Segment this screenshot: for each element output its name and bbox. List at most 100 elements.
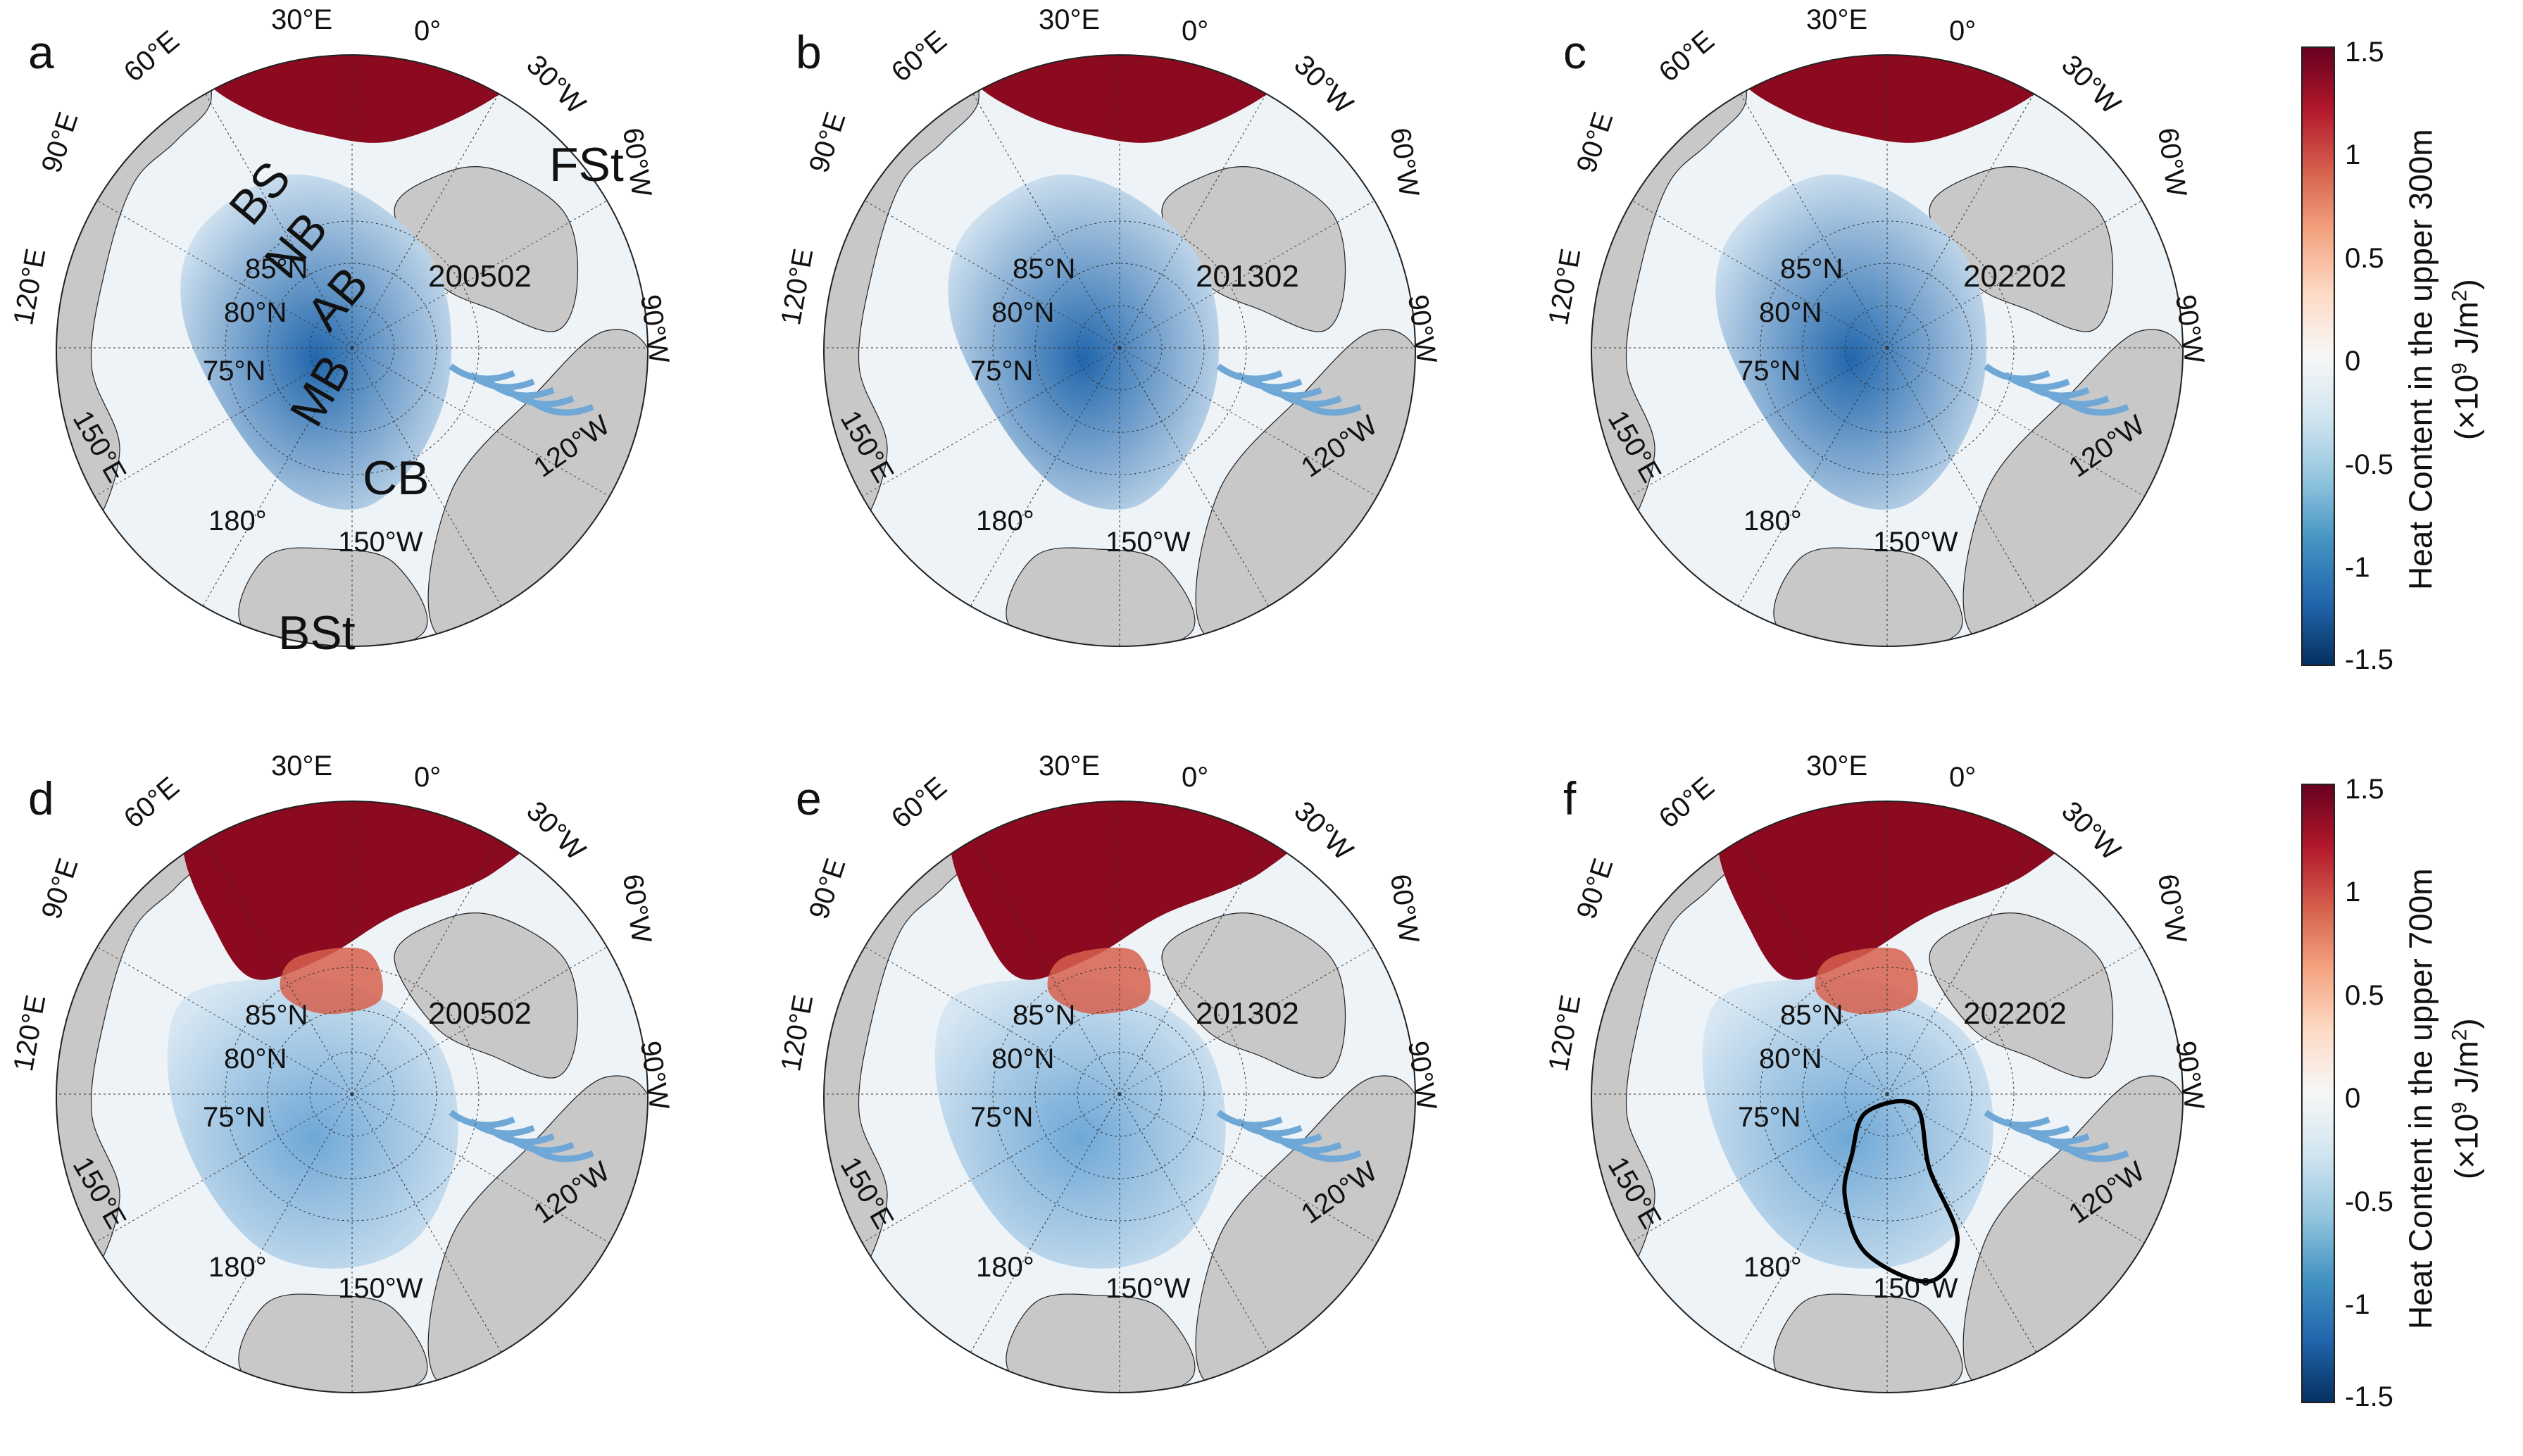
- graticule-label-n75: 75°N: [203, 356, 266, 387]
- arctic-basin-anomaly: [934, 977, 1226, 1269]
- graticule-label-n85: 85°N: [245, 1000, 308, 1031]
- meridian: [140, 1093, 353, 1393]
- cbar-top-tick-2: 1: [2345, 139, 2361, 170]
- meridian: [351, 1093, 564, 1393]
- meridian: [1886, 347, 2183, 560]
- meridian: [56, 136, 353, 349]
- panel-b: b 201302 30°E 0° 60°E 30°W 90°E 60°W 120°E 90°W 15…: [768, 0, 1535, 704]
- land-mass-3: [1006, 547, 1196, 646]
- meridian: [1591, 882, 1888, 1095]
- latitude-circle-0: [1077, 1051, 1163, 1137]
- land-mass-1: [394, 165, 579, 332]
- graticule-label-d180: 180°: [976, 506, 1034, 536]
- land-mass-1: [1161, 912, 1346, 1079]
- date-stamp: 200502: [428, 259, 532, 294]
- meridian: [908, 55, 1120, 349]
- graticule-label-zero: 0°: [1949, 15, 1977, 46]
- atlantic-warm-anomaly: [1726, 55, 2073, 143]
- cbar-bottom-tick-3: 0.5: [2345, 980, 2384, 1011]
- latitude-circle-2: [992, 967, 1247, 1222]
- graticule-label-zero: 0°: [414, 15, 442, 46]
- colorbar-top-units-mid: J/m: [2448, 301, 2485, 363]
- meridian: [1886, 1093, 2183, 1306]
- date-stamp: 202202: [1963, 996, 2067, 1031]
- panel-letter: c: [1563, 26, 1586, 78]
- map-svg: [823, 54, 1416, 647]
- meridian: [824, 1093, 1120, 1306]
- meridian: [1119, 55, 1332, 349]
- graticule-label-e30: 30°E: [1039, 4, 1101, 35]
- meridian: [908, 347, 1120, 646]
- map-svg: [56, 54, 649, 647]
- graticule-label-n85: 85°N: [245, 253, 308, 284]
- colorbar-bottom-units-post: ): [2448, 1018, 2485, 1029]
- atlantic-warm-anomaly: [191, 55, 538, 143]
- panel-letter: b: [796, 26, 822, 78]
- cbar-bottom-tick-6: -1: [2345, 1289, 2370, 1320]
- atlantic-warm-anomaly: [180, 801, 551, 980]
- cbar-top-tick-4: 0: [2345, 346, 2361, 377]
- graticule-label-w150: 150°W: [1873, 527, 1958, 558]
- panel-a: a 200502 30°E 0° 60°E 30°W 90°E 60°W 120°E 90°W 15…: [0, 0, 768, 704]
- panel-d: d 200502 30°E 0° 60°E 30°W 90°E 60°W 120°E 90°W 15…: [0, 746, 768, 1450]
- meridian: [351, 136, 648, 349]
- region-label-FSt: FSt: [549, 138, 624, 192]
- graticule-label-n80: 80°N: [991, 1043, 1055, 1074]
- latitude-circle-0: [1077, 305, 1163, 391]
- meridian: [56, 882, 353, 1095]
- graticule-label-n75: 75°N: [970, 356, 1034, 387]
- latitude-circle-2: [992, 220, 1247, 475]
- map-border: [1591, 801, 2184, 1393]
- cbar-top-tick-3: 0.5: [2345, 243, 2384, 274]
- land-mass-3: [1773, 547, 1963, 646]
- panel-f: f 202202 30°E 0° 60°E 30°W 90°E 60°W 120°E 90°W 15…: [1535, 746, 2303, 1450]
- cbar-bottom-tick-1: 1.5: [2345, 774, 2384, 805]
- land-mass-1: [1161, 165, 1346, 332]
- graticule-label-e30: 30°E: [271, 751, 333, 782]
- land-mass-1: [394, 912, 579, 1079]
- colorbar-bottom-title: Heat Content in the upper 700m (×109 J/m…: [2400, 803, 2486, 1395]
- meridian: [56, 1093, 353, 1306]
- colorbar-top-units-pre: (×10: [2448, 374, 2485, 441]
- latitude-circle-2: [1760, 220, 2015, 475]
- warm-eurasian-basin: [1815, 947, 1918, 1015]
- graticule-label-n75: 75°N: [970, 1102, 1034, 1133]
- graticule-label-zero: 0°: [1949, 762, 1977, 793]
- graticule-label-d180: 180°: [1743, 1252, 1802, 1283]
- meridian: [1119, 347, 1415, 560]
- meridian: [824, 347, 1120, 560]
- meridian: [1119, 882, 1415, 1095]
- graticule-label-d180: 180°: [208, 1252, 267, 1283]
- colorbar-top-units-exp2: 2: [2448, 289, 2472, 302]
- meridian: [1591, 347, 1888, 560]
- atlantic-warm-anomaly: [948, 801, 1318, 980]
- meridian: [1675, 347, 1888, 646]
- region-contour: [1842, 1099, 1960, 1284]
- warm-eurasian-basin: [1047, 947, 1151, 1015]
- meridian: [1886, 347, 2099, 646]
- arctic-basin-anomaly: [167, 977, 458, 1269]
- graticule-label-zero: 0°: [414, 762, 442, 793]
- meridian: [351, 55, 564, 349]
- latitude-circle-0: [309, 1051, 395, 1137]
- meridian: [1119, 801, 1332, 1095]
- meridian: [140, 55, 353, 349]
- land-mass-1: [1929, 912, 2114, 1079]
- graticule-label-w150: 150°W: [1106, 527, 1191, 558]
- cbar-top-tick-1: 1.5: [2345, 37, 2384, 68]
- cbar-bottom-tick-5: -0.5: [2345, 1186, 2393, 1217]
- panel-letter: a: [28, 26, 54, 78]
- colorbar-top-title-main: Heat Content in the upper 300m: [2402, 129, 2439, 590]
- graticule-label-n85: 85°N: [1780, 1000, 1843, 1031]
- graticule-label-n75: 75°N: [1738, 1102, 1801, 1133]
- map-border: [56, 801, 649, 1393]
- meridian: [1591, 136, 1888, 349]
- meridian: [351, 801, 564, 1095]
- cbar-bottom-tick-2: 1: [2345, 877, 2361, 908]
- panel-letter: d: [28, 772, 54, 824]
- cbar-top-tick-6: -1: [2345, 552, 2370, 583]
- graticule-label-n85: 85°N: [1013, 1000, 1076, 1031]
- land-mass-3: [238, 547, 428, 646]
- graticule-label-n85: 85°N: [1780, 253, 1843, 284]
